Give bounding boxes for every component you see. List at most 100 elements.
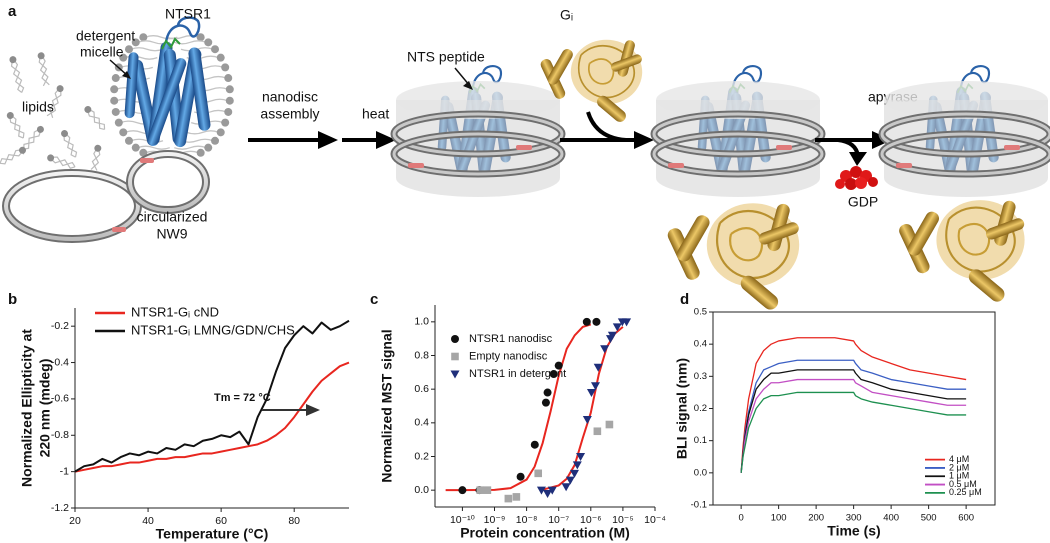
micelle-tail [186, 130, 219, 135]
data-point [541, 398, 550, 407]
fit-curve [445, 323, 592, 492]
x-tick-label: 10⁻⁴ [644, 514, 666, 526]
arrow-head [376, 131, 396, 149]
x-tick-label: 10⁻⁷ [548, 514, 569, 526]
data-line [740, 369, 967, 473]
data-point [593, 427, 602, 436]
chart: b 20 40 60 80 -1.2 -1 -0.8 -0.6 -0.4 -0.2 Temperatu… [8, 291, 350, 542]
y-tick-label: 0.4 [694, 339, 707, 350]
data-point [565, 476, 575, 485]
lipid-tail [66, 134, 78, 158]
data-point [536, 486, 546, 495]
micelle-head [204, 143, 213, 152]
nanodisc [882, 81, 1050, 197]
g-protein [896, 198, 1027, 306]
data-point [590, 382, 600, 391]
annotation: Tm = 72 °C [214, 392, 271, 404]
arrow-curve [586, 111, 627, 142]
label: heat [362, 106, 389, 122]
chart: d 0 100 200 300 400 500 600 -0.1 0.0 0.1 0.2 0.3 0.4 0… [674, 291, 996, 539]
micelle-head [196, 33, 205, 42]
micelle-head [110, 85, 119, 94]
x-tick-label: 10⁻¹⁰ [450, 514, 475, 526]
data-point [549, 370, 558, 379]
data-point [530, 440, 539, 449]
y-tick-label: 0.0 [414, 484, 429, 496]
micelle-head [224, 74, 233, 83]
lipid-head [6, 112, 14, 120]
nw9-ring-highlight [128, 152, 208, 212]
lipid-head [36, 125, 44, 133]
pointer-head [122, 71, 131, 79]
x-axis-title: Protein concentration (M) [460, 525, 630, 541]
lipid-head [37, 52, 45, 60]
label: GDP [848, 194, 878, 210]
data-point [543, 388, 552, 397]
legend-label: 0.5 μM [949, 479, 977, 489]
lipid-head [47, 154, 55, 162]
micelle-head [131, 38, 140, 47]
y-tick-label: -0.4 [51, 356, 69, 368]
nw9-tag [112, 227, 126, 232]
panel-label: b [8, 291, 17, 308]
label: assembly [260, 106, 319, 122]
data-point [572, 461, 582, 470]
x-tick-label: 20 [69, 515, 81, 527]
x-axis-title: Temperature (°C) [156, 526, 269, 542]
micelle-head [119, 128, 128, 137]
lipid-tail [87, 111, 105, 131]
data-point [600, 345, 610, 354]
micelle-tail [174, 145, 207, 150]
lipid-tail [50, 91, 62, 119]
label: nanodisc [262, 89, 318, 105]
micelle-head [111, 74, 120, 83]
data-line [74, 361, 350, 473]
micelle-head [114, 118, 123, 127]
x-tick-label: 40 [142, 515, 154, 527]
x-tick-label: 0 [738, 513, 743, 524]
legend-label: Empty nanodisc [469, 350, 548, 362]
legend-label: NTSR1 in detergent [469, 368, 566, 380]
lipid-head [61, 130, 69, 138]
legend-label: 0.25 μM [949, 487, 982, 497]
arrow-head [634, 131, 654, 149]
data-line [740, 378, 967, 473]
y-axis-title: 220 nm (mdeg) [37, 359, 53, 458]
data-point [593, 363, 603, 372]
micelle-head [139, 33, 148, 42]
panel-label: a [8, 3, 17, 20]
label: NTSR1 [165, 6, 211, 22]
lipid [61, 130, 78, 158]
lipid-tail [51, 159, 76, 169]
data-point [607, 331, 617, 340]
label: NTS peptide [407, 49, 485, 65]
fit-curve [542, 326, 624, 491]
lipid [84, 106, 106, 131]
x-tick-label: 10⁻⁸ [516, 514, 538, 526]
lipid-tail [0, 152, 22, 165]
nanodisc [394, 81, 562, 197]
micelle-head [211, 136, 220, 145]
data-point [605, 420, 614, 429]
y-axis-title: Normalized Ellipticity at [19, 329, 35, 487]
lipid [9, 56, 25, 93]
lipid-head [9, 56, 17, 64]
x-tick-label: 100 [771, 513, 787, 524]
y-tick-label: 0.1 [694, 435, 707, 446]
y-tick-label: 0.8 [414, 349, 429, 361]
y-tick-label: 1.0 [414, 316, 429, 328]
data-point [543, 490, 553, 499]
y-tick-label: 0.6 [414, 383, 429, 395]
nw9-tag [140, 158, 154, 163]
data-point [582, 317, 591, 326]
lipid-tail [93, 150, 101, 171]
label: NW9 [156, 226, 187, 242]
micelle-head [119, 53, 128, 62]
data-point [534, 469, 543, 478]
data-point [516, 472, 525, 481]
y-tick-label: 0.5 [694, 307, 707, 318]
y-axis-title: Normalized MST signal [379, 329, 395, 482]
lipid-head [18, 146, 26, 154]
